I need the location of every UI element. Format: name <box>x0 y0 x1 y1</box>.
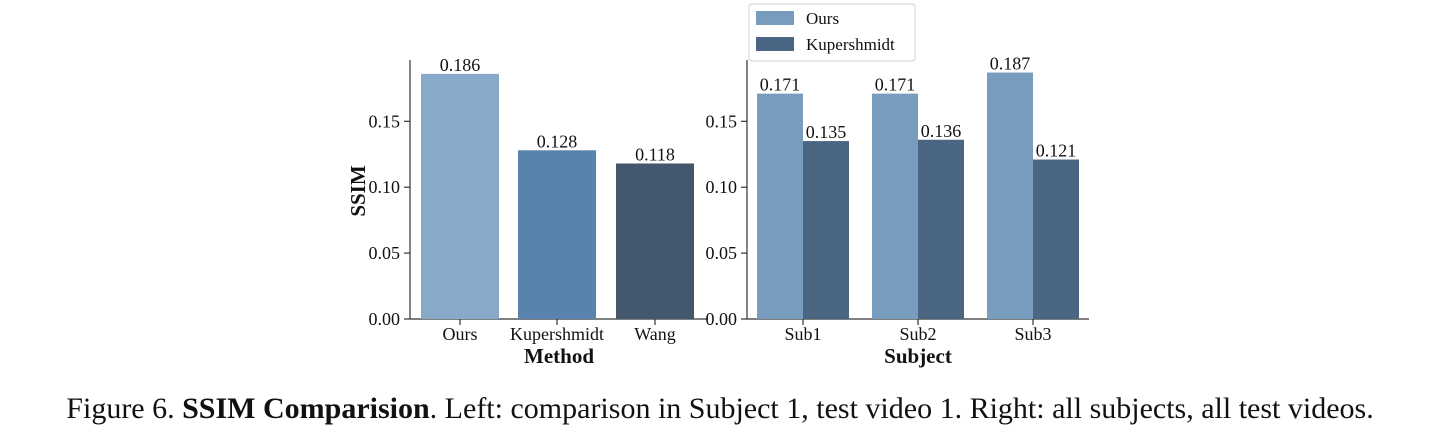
legend: Ours Kupershmidt <box>748 3 916 62</box>
y-axis-title: SSIM <box>346 165 370 217</box>
x-tick-label: Wang <box>634 324 676 344</box>
y-tick-label: 0.05 <box>369 243 401 263</box>
x-tick-label: Ours <box>443 324 478 344</box>
bar-sub1-kupershmidt <box>803 141 849 319</box>
legend-swatch-kupershmidt <box>756 37 794 51</box>
y-tick-label: 0.15 <box>706 111 738 131</box>
caption-bold-title: SSIM Comparision <box>182 392 430 425</box>
legend-label: Kupershmidt <box>806 35 895 54</box>
caption-prefix: Figure 6. <box>66 392 183 425</box>
x-tick-label: Sub1 <box>784 324 821 344</box>
bar-sub2-ours <box>872 93 918 319</box>
y-tick-label: 0.10 <box>369 177 401 197</box>
x-axis-title: Subject <box>884 344 952 368</box>
x-tick-label: Kupershmidt <box>510 324 604 344</box>
bar-value-label: 0.135 <box>806 122 847 142</box>
bar-value-label: 0.118 <box>635 144 675 164</box>
bar-wang <box>616 163 694 319</box>
figure-caption: Figure 6. SSIM Comparision. Left: compar… <box>0 392 1440 426</box>
left-chart: 0.00 0.05 0.10 0.15 0.186 Ours 0.128 Kupershmid… <box>346 55 708 368</box>
right-chart: 0.00 0.05 0.10 0.15 0.171 0.135 Sub1 0.171 0.136… <box>706 3 1089 368</box>
bar-value-label: 0.187 <box>990 54 1031 74</box>
bar-ours <box>421 73 499 319</box>
bar-value-label: 0.171 <box>760 75 801 95</box>
bar-value-label: 0.121 <box>1036 141 1077 161</box>
bar-sub1-ours <box>757 93 803 319</box>
bar-value-label: 0.171 <box>875 75 916 95</box>
legend-swatch-ours <box>756 11 794 25</box>
y-tick-label: 0.00 <box>369 309 401 329</box>
caption-text: . Left: comparison in Subject 1, test vi… <box>429 392 1374 425</box>
y-tick-label: 0.15 <box>369 111 401 131</box>
bar-sub2-kupershmidt <box>918 139 964 319</box>
y-tick-label: 0.05 <box>706 243 738 263</box>
bar-value-label: 0.186 <box>440 55 481 75</box>
x-tick-label: Sub2 <box>899 324 936 344</box>
x-axis-title: Method <box>524 344 594 368</box>
y-tick-label: 0.00 <box>706 309 738 329</box>
bar-value-label: 0.136 <box>921 121 962 141</box>
x-tick-label: Sub3 <box>1014 324 1051 344</box>
bar-sub3-kupershmidt <box>1033 159 1079 319</box>
legend-label: Ours <box>806 9 839 28</box>
y-tick-label: 0.10 <box>706 177 738 197</box>
bar-value-label: 0.128 <box>537 131 578 151</box>
bar-kupershmidt <box>518 150 596 319</box>
bar-sub3-ours <box>987 72 1033 320</box>
